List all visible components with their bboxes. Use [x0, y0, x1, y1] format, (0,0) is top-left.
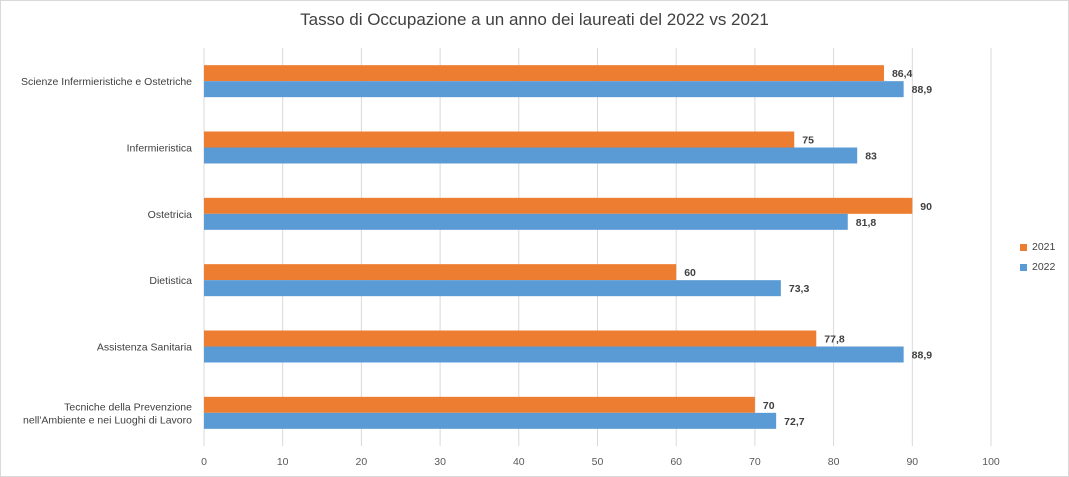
x-tick-label: 0 [201, 456, 207, 468]
category-label: nell'Ambiente e nei Luoghi di Lavoro [23, 414, 192, 426]
data-label-2021: 75 [802, 135, 814, 147]
data-label-2022: 73,3 [789, 283, 810, 295]
data-label-2022: 88,9 [912, 84, 933, 96]
bar-2021 [204, 330, 817, 347]
bar-2021 [204, 65, 884, 82]
category-label: Scienze Infermieristiche e Ostetriche [21, 76, 192, 88]
bar-2021 [204, 264, 677, 281]
legend: 2021 2022 [1020, 237, 1055, 277]
x-tick-label: 10 [277, 456, 289, 468]
category-label: Assistenza Sanitaria [97, 342, 192, 354]
x-tick-label: 40 [513, 456, 525, 468]
data-label-2022: 83 [865, 151, 877, 163]
legend-swatch-2022 [1020, 263, 1027, 271]
bar-2022 [204, 412, 777, 429]
data-label-2022: 81,8 [856, 217, 877, 229]
bar-2021 [204, 197, 913, 214]
legend-swatch-2021 [1020, 243, 1027, 251]
data-label-2021: 77,8 [824, 334, 845, 346]
x-tick-label: 30 [434, 456, 446, 468]
data-label-2021: 86,4 [892, 68, 913, 80]
chart-title: Tasso di Occupazione a un anno dei laure… [300, 10, 769, 29]
category-label: Ostetricia [148, 209, 193, 221]
bar-2022 [204, 346, 904, 363]
bar-2021 [204, 396, 755, 413]
bar-2021 [204, 131, 795, 148]
data-label-2021: 90 [920, 201, 932, 213]
category-label: Tecniche della Prevenzione [64, 401, 192, 413]
legend-label-2022: 2022 [1032, 261, 1056, 273]
legend-item-2022: 2022 [1020, 257, 1055, 277]
bar-2022 [204, 81, 904, 98]
x-tick-label: 90 [906, 456, 918, 468]
legend-item-2021: 2021 [1020, 237, 1055, 257]
bar-2022 [204, 280, 781, 297]
x-tick-label: 50 [592, 456, 604, 468]
bar-2022 [204, 213, 848, 230]
bar-2022 [204, 147, 858, 164]
x-tick-label: 60 [670, 456, 682, 468]
x-tick-label: 80 [828, 456, 840, 468]
data-label-2022: 88,9 [912, 350, 933, 362]
x-tick-label: 70 [749, 456, 761, 468]
category-label: Infermieristica [127, 143, 193, 155]
legend-label-2021: 2021 [1032, 241, 1056, 253]
x-tick-label: 100 [982, 456, 1000, 468]
data-label-2022: 72,7 [784, 416, 805, 428]
data-label-2021: 70 [763, 400, 775, 412]
data-label-2021: 60 [684, 267, 696, 279]
category-label: Dietistica [149, 275, 192, 287]
x-tick-label: 20 [356, 456, 368, 468]
